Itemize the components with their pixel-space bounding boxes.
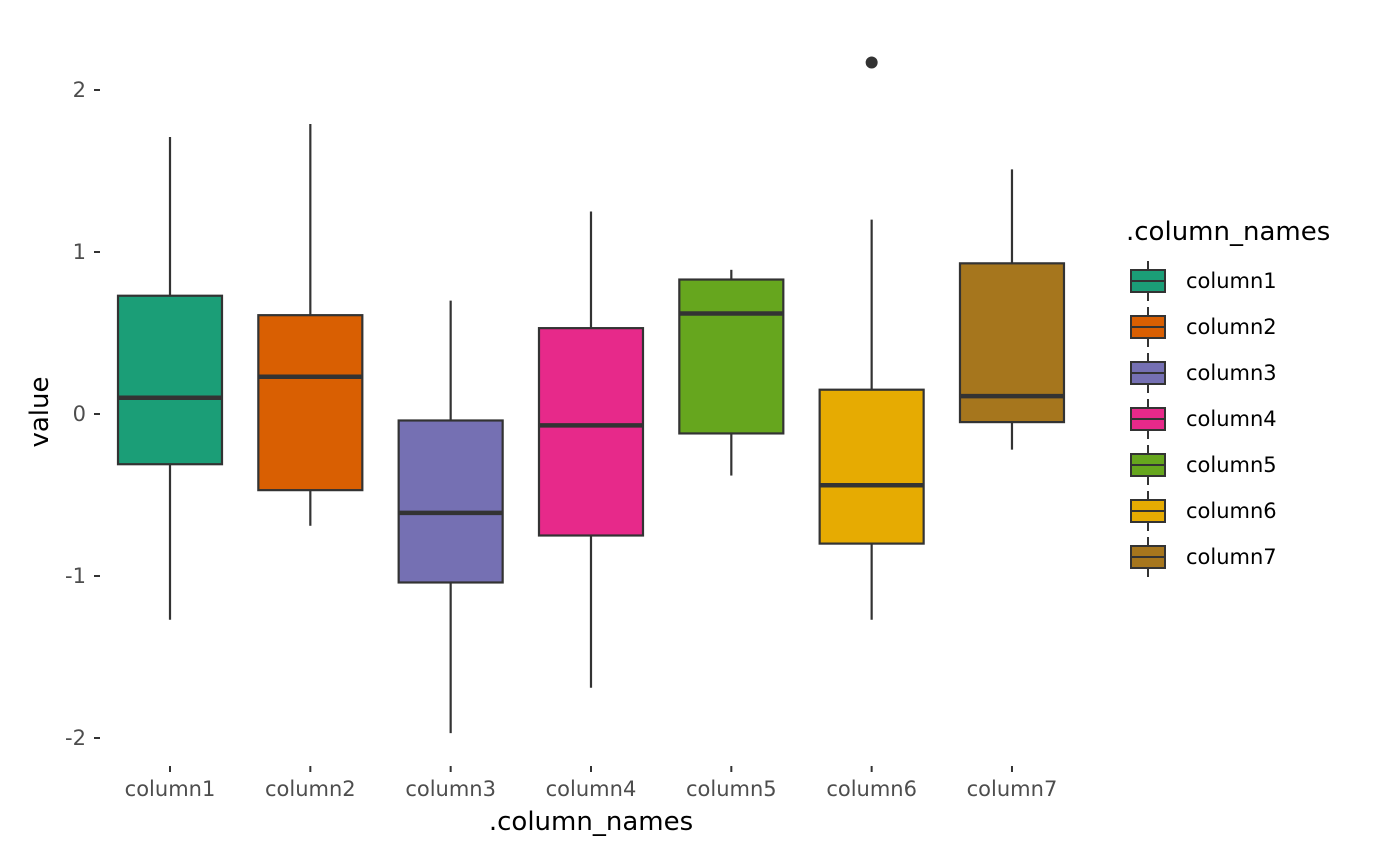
box-body — [397, 419, 504, 584]
y-axis-title: value — [25, 376, 55, 447]
outlier-point — [865, 56, 878, 69]
legend-entry-column7: column7 — [1130, 537, 1277, 577]
x-tick-label: column1 — [125, 777, 216, 801]
box-body — [116, 294, 224, 466]
x-tick-label: column2 — [265, 777, 356, 801]
box-column4 — [537, 211, 645, 688]
y-tick-label: -1 — [65, 564, 86, 588]
box-column5 — [678, 269, 785, 476]
x-axis: column1 column2 column3 column4 column5 colum… — [125, 766, 1058, 801]
box-body — [537, 327, 645, 537]
box-body — [678, 278, 785, 435]
legend-label: column2 — [1186, 315, 1277, 339]
y-axis: -2 -1 0 1 2 — [65, 78, 100, 750]
x-tick-label: column6 — [826, 777, 917, 801]
legend: .column_names column1column2column3colum… — [1126, 217, 1330, 577]
y-tick-label: 0 — [73, 402, 86, 426]
legend-entry-column5: column5 — [1130, 445, 1277, 485]
legend-entry-column4: column4 — [1130, 399, 1277, 439]
legend-entry-column3: column3 — [1130, 353, 1277, 393]
legend-label: column4 — [1186, 407, 1277, 431]
x-tick-label: column3 — [405, 777, 496, 801]
box-column1 — [116, 136, 224, 620]
legend-title: .column_names — [1126, 217, 1330, 247]
legend-label: column6 — [1186, 499, 1277, 523]
box-column7 — [958, 169, 1066, 450]
legend-label: column7 — [1186, 545, 1277, 569]
box-column3 — [397, 300, 504, 734]
x-axis-title: .column_names — [489, 807, 693, 837]
box-column2 — [257, 124, 364, 526]
y-tick-label: 2 — [73, 78, 86, 102]
plot-area — [116, 56, 1066, 734]
legend-entry-column1: column1 — [1130, 261, 1277, 301]
y-tick-label: 1 — [73, 240, 86, 264]
x-tick-label: column4 — [546, 777, 637, 801]
legend-label: column3 — [1186, 361, 1277, 385]
y-tick-label: -2 — [65, 726, 86, 750]
x-tick-label: column7 — [967, 777, 1058, 801]
x-tick-label: column5 — [686, 777, 777, 801]
legend-entries: column1 column2 column3 column4 column5 colum… — [1130, 261, 1277, 577]
legend-label: column5 — [1186, 453, 1277, 477]
box-body — [257, 314, 364, 492]
box-column6 — [818, 56, 925, 620]
legend-entry-column2: column2 — [1130, 307, 1277, 347]
legend-label: column1 — [1186, 269, 1277, 293]
box-body — [818, 388, 925, 545]
legend-entry-column6: column6 — [1130, 491, 1277, 531]
